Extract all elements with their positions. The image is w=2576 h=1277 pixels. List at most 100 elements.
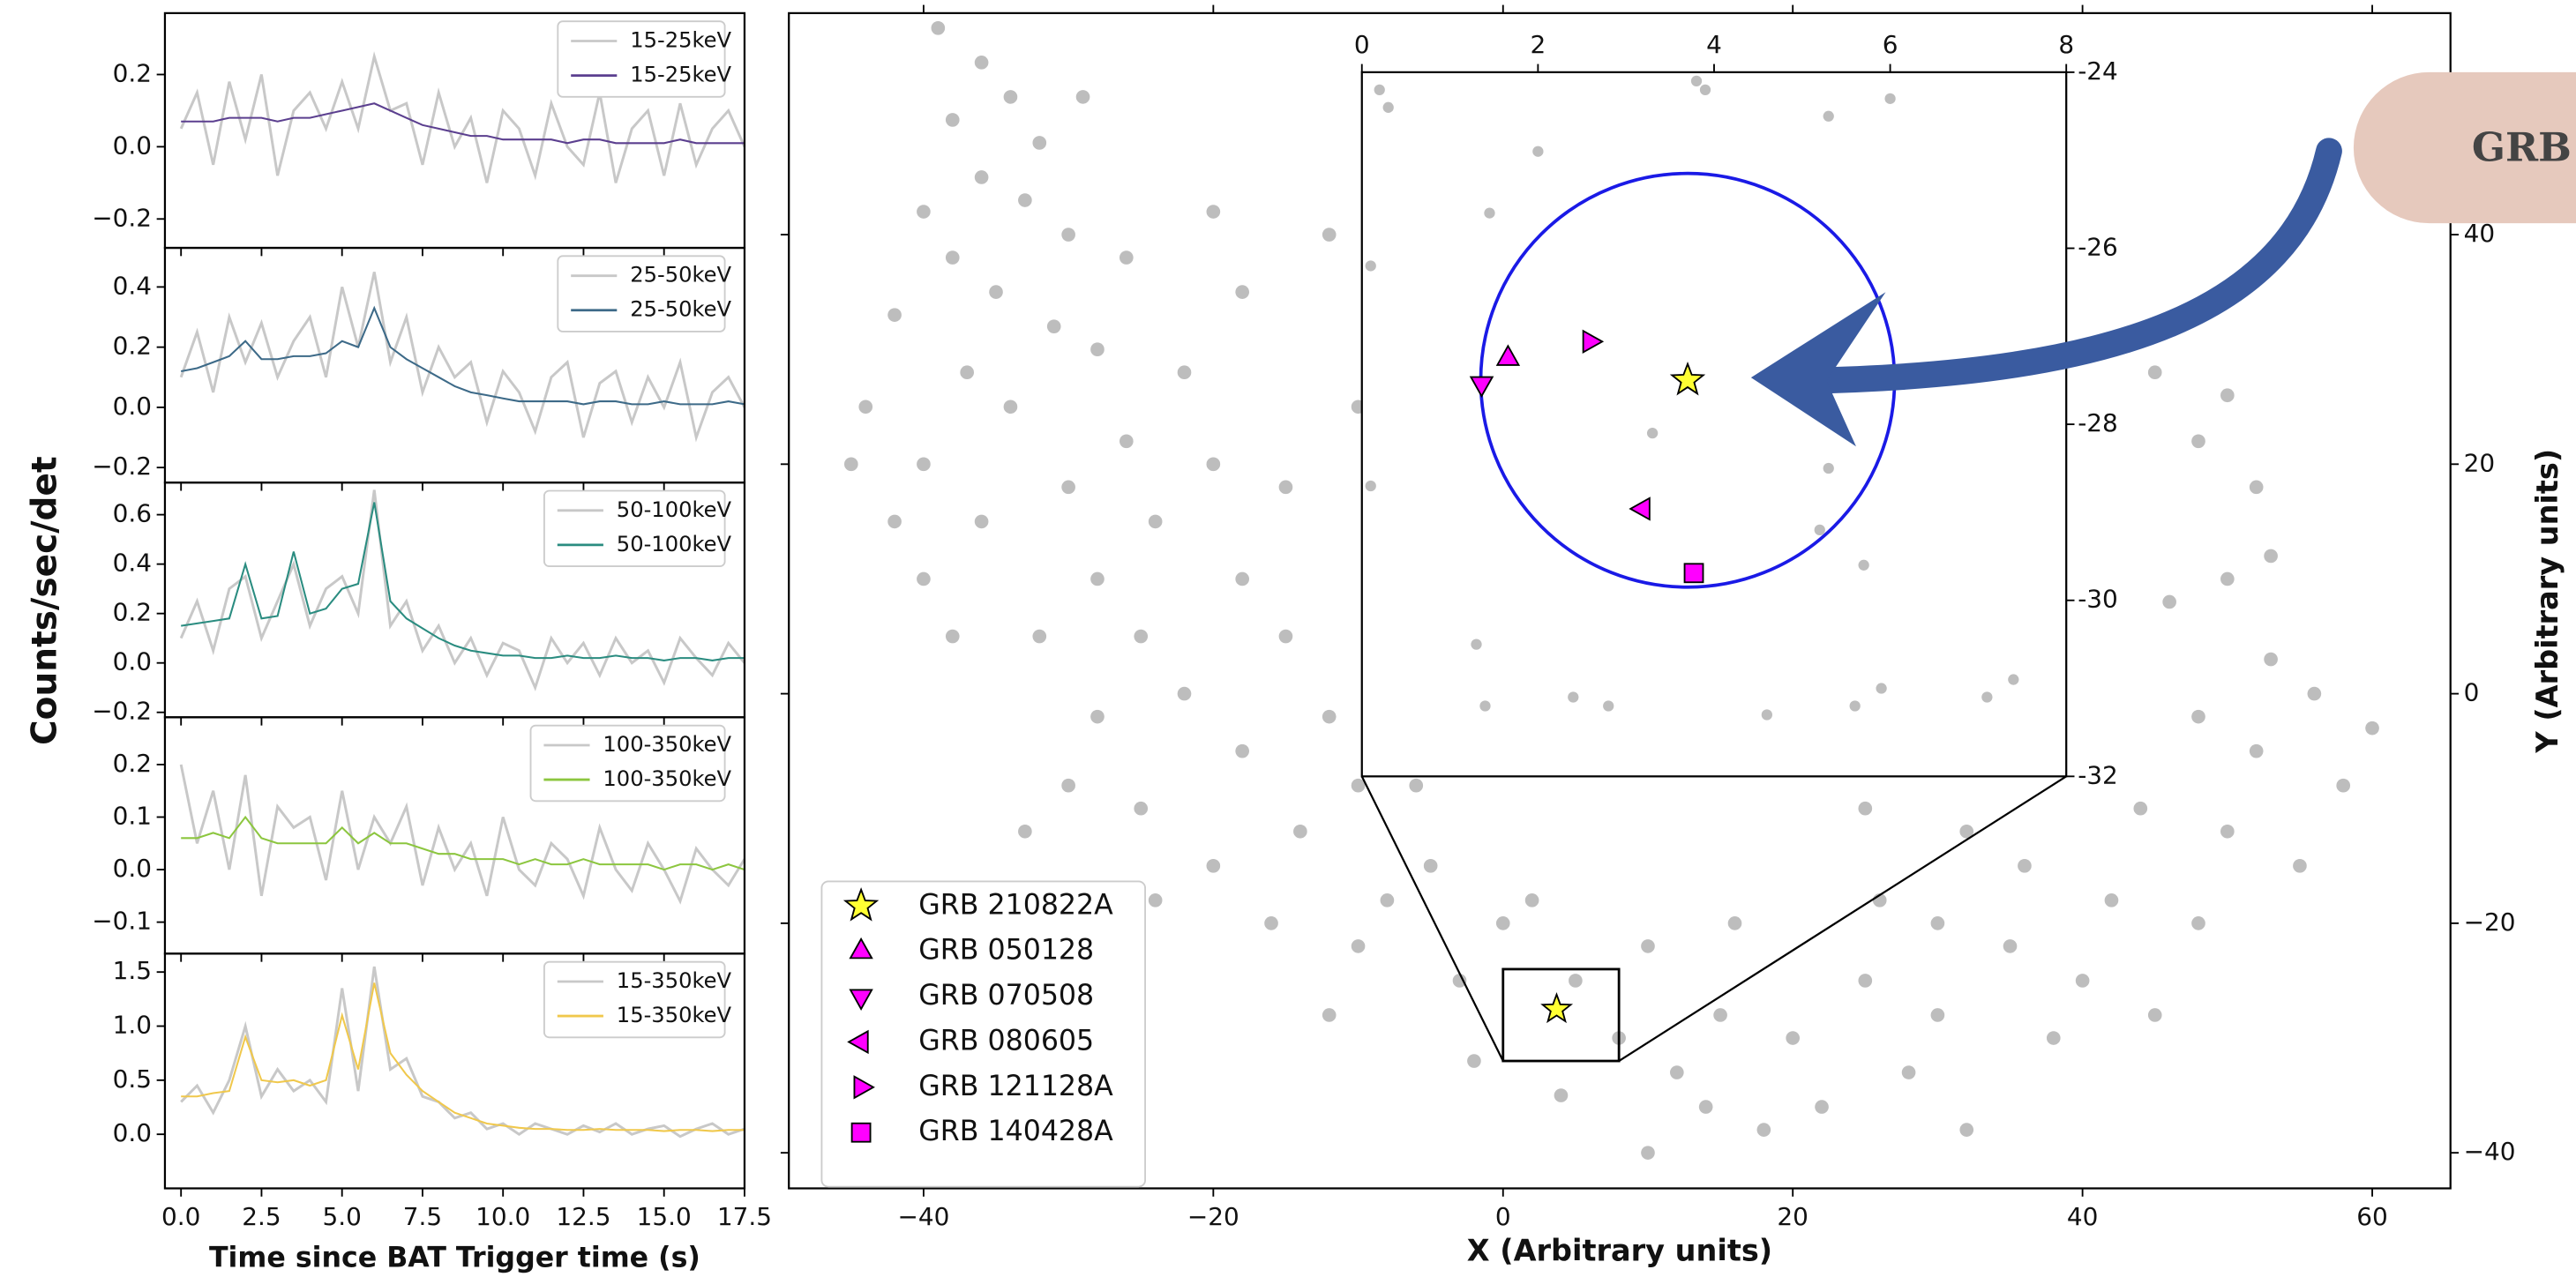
scatter-point [2293, 858, 2307, 873]
scatter-point [2220, 571, 2235, 586]
scatter-point [1090, 709, 1105, 724]
scatter-point [1569, 974, 1583, 988]
callout-arrowhead [1750, 292, 1886, 447]
scatter-point [1479, 700, 1491, 712]
legend-marker [853, 1075, 875, 1100]
scatter-point [1148, 514, 1163, 529]
y-tick-label: -30 [2078, 585, 2118, 614]
scatter-point [1382, 101, 1394, 113]
x-tick-label: 0.0 [161, 1202, 200, 1231]
scatter-point [917, 457, 931, 472]
inset-frame [1360, 71, 2068, 778]
y-tick-label: 0.0 [113, 1118, 152, 1147]
scatter-point [1119, 250, 1134, 265]
x-tick-label: 4 [1706, 30, 1722, 59]
scatter-point [1815, 1100, 1829, 1114]
scatter-point [1690, 75, 1703, 87]
y-tick-label: 0.2 [113, 332, 152, 361]
scatter-point [2147, 1008, 2162, 1022]
scatter-point [2046, 1031, 2061, 1045]
scatter-point [1568, 691, 1579, 703]
x-tick-label: 60 [2356, 1202, 2388, 1231]
x-tick-label: 6 [1883, 30, 1898, 59]
callout-text: GRB [2472, 124, 2572, 171]
callout-box [2353, 71, 2576, 224]
scatter-point [1134, 629, 1149, 644]
scatter-point [1206, 205, 1221, 219]
scatter-point [1264, 916, 1278, 930]
y-tick-label: 0.4 [113, 271, 152, 300]
scatter-point [1858, 801, 1873, 816]
scatter-point [1849, 700, 1861, 712]
scatter-point [1003, 400, 1018, 414]
scatter-point [1293, 824, 1307, 839]
legend-label: GRB 121128A [918, 1071, 1113, 1102]
scatter-point [945, 250, 960, 265]
scatter-point [1409, 778, 1424, 793]
legend-label: 100-350keV [603, 732, 731, 757]
scatter-point [974, 56, 989, 70]
grb-marker [1582, 329, 1605, 354]
y-tick-label: -28 [2078, 408, 2118, 437]
series-line [179, 51, 746, 183]
y-tick-label: 40 [2464, 219, 2496, 248]
legend-label: 15-350keV [617, 1003, 732, 1027]
scatter-point [1484, 207, 1495, 219]
scatter-point [1930, 916, 1945, 930]
x-tick-label: 0 [1495, 1202, 1511, 1231]
scatter-point [1278, 629, 1293, 644]
legend-label: 100-350keV [603, 766, 731, 791]
scatter-point [1119, 434, 1134, 449]
legend-label: GRB 050128 [918, 935, 1094, 967]
y-tick-label: 0.2 [113, 598, 152, 627]
scatter-point [1206, 858, 1221, 873]
y-tick-label: −0.2 [92, 203, 152, 232]
y-tick-label: −0.2 [92, 452, 152, 481]
scatter-point [917, 571, 931, 586]
zoom-connector [1618, 775, 2067, 1062]
legend-label: 25-50keV [630, 263, 731, 288]
y-tick-label: 0.5 [113, 1064, 152, 1094]
scatter-point [843, 457, 858, 472]
scatter-point [1532, 146, 1544, 157]
scatter-point [1235, 285, 1250, 299]
y-tick-label: 0.0 [113, 392, 152, 421]
scatter-point [1032, 136, 1047, 150]
x-tick-label: 40 [2067, 1202, 2099, 1231]
scatter-point [2307, 686, 2322, 701]
scatter-point [2147, 365, 2162, 380]
scatter-point [858, 400, 873, 414]
x-tick-label: 10.0 [476, 1202, 530, 1231]
scatter-point [1699, 84, 1711, 95]
legend-label: GRB 210822A [918, 889, 1113, 921]
scatter-point [1467, 1054, 1481, 1068]
scatter-point [1603, 700, 1614, 712]
scatter-point [1148, 893, 1163, 907]
legend-marker [842, 887, 880, 922]
x-tick-label: 8 [2058, 30, 2074, 59]
scatter-point [1046, 319, 1061, 333]
scatter-point [1727, 916, 1742, 930]
scatter-point [974, 514, 989, 529]
y-tick-label: 0.1 [113, 801, 152, 830]
scatter-point [2003, 939, 2018, 953]
scatter-point [2133, 801, 2148, 816]
scatter-point [1471, 638, 1482, 650]
y-tick-label: 1.5 [113, 956, 152, 985]
x-tick-label: 20 [1777, 1202, 1808, 1231]
x-tick-label: −20 [1187, 1202, 1239, 1231]
scatter-point [2191, 434, 2205, 449]
legend-label: 15-350keV [617, 968, 732, 993]
legend-label: 50-100keV [617, 532, 732, 556]
series-line [181, 815, 745, 871]
scatter-point [887, 514, 902, 529]
scatter-point [2162, 594, 2176, 609]
scatter-point [1351, 778, 1366, 793]
legend-label: GRB 070508 [918, 980, 1094, 1012]
series-line [181, 102, 745, 145]
legend-label: 15-25keV [630, 28, 731, 53]
y-tick-label: −20 [2464, 907, 2516, 937]
scatter-point [1365, 480, 1376, 492]
legend-marker [847, 1029, 869, 1055]
